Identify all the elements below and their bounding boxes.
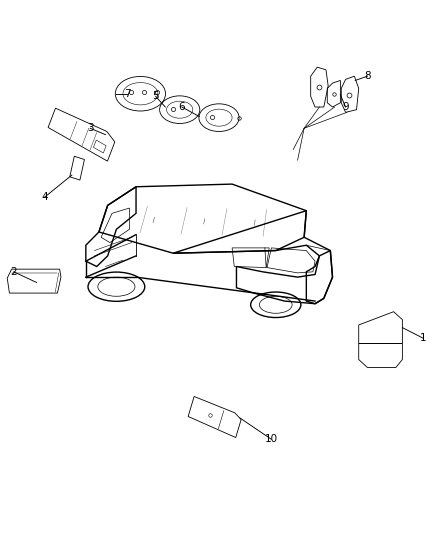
Text: 6: 6: [179, 102, 185, 112]
Text: 4: 4: [41, 192, 48, 203]
Text: 10: 10: [265, 434, 278, 445]
Text: 2: 2: [11, 267, 17, 277]
Text: 9: 9: [343, 102, 349, 112]
Text: 5: 5: [152, 91, 159, 101]
Text: 3: 3: [87, 123, 93, 133]
Text: 8: 8: [364, 71, 371, 81]
Text: 7: 7: [124, 88, 131, 99]
Text: 1: 1: [420, 333, 427, 343]
